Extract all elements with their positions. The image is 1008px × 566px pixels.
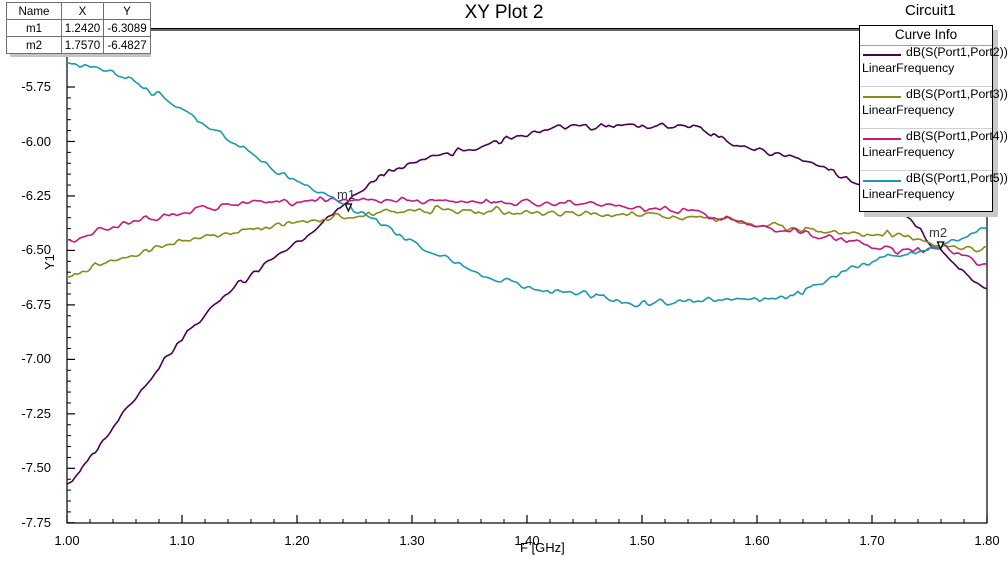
svg-text:m1: m1: [337, 187, 355, 202]
svg-text:m2: m2: [929, 225, 947, 240]
